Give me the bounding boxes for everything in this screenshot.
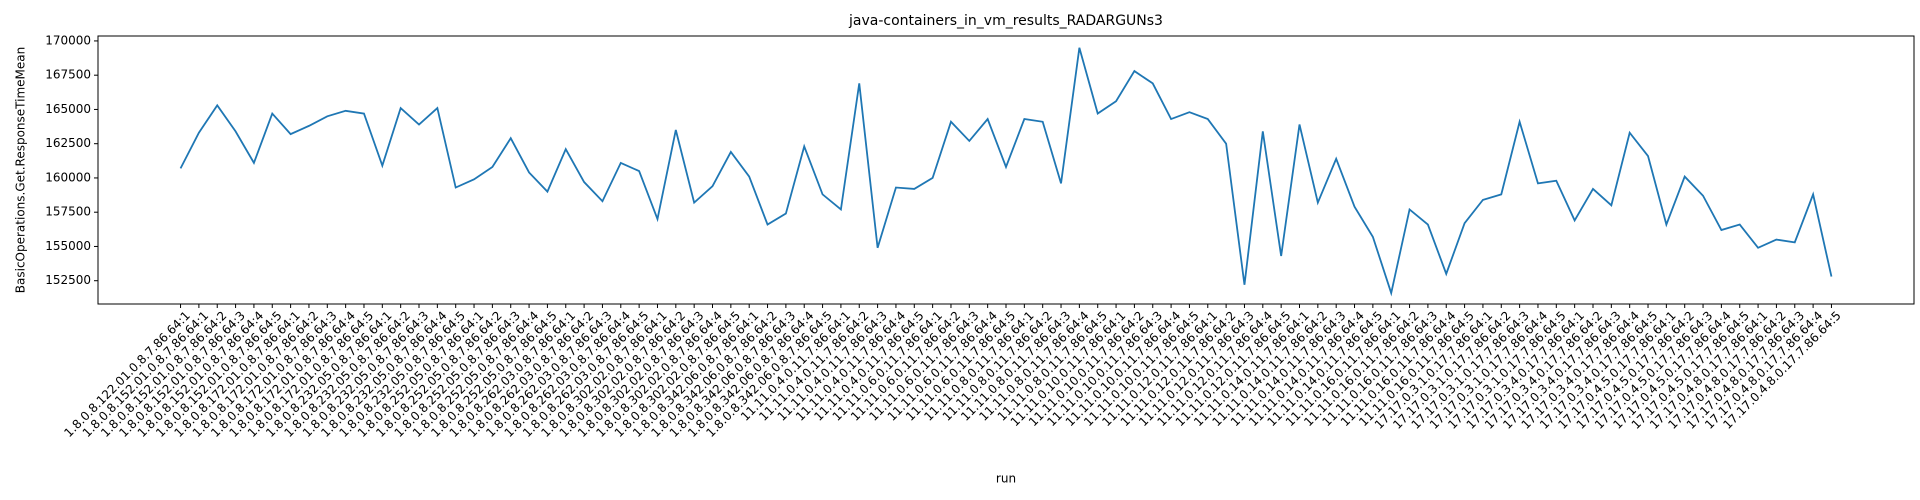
data-line [179, 47, 1833, 297]
y-tick-label: 155000 [45, 239, 91, 253]
x-axis-label: run [996, 472, 1016, 486]
y-tick-label: 160000 [45, 170, 91, 184]
y-tick-label: 167500 [45, 68, 91, 82]
chart-title: java-containers_in_vm_results_RADARGUNs3 [848, 13, 1163, 29]
plot-frame [97, 35, 1915, 305]
y-tick-label: 152500 [45, 273, 91, 287]
y-tick-label: 162500 [45, 136, 91, 150]
y-axis-label: BasicOperations.Get.ResponseTimeMean [14, 47, 28, 293]
y-tick-label: 165000 [45, 102, 91, 116]
y-tick-label: 157500 [45, 205, 91, 219]
y-tick-label: 170000 [45, 33, 91, 47]
